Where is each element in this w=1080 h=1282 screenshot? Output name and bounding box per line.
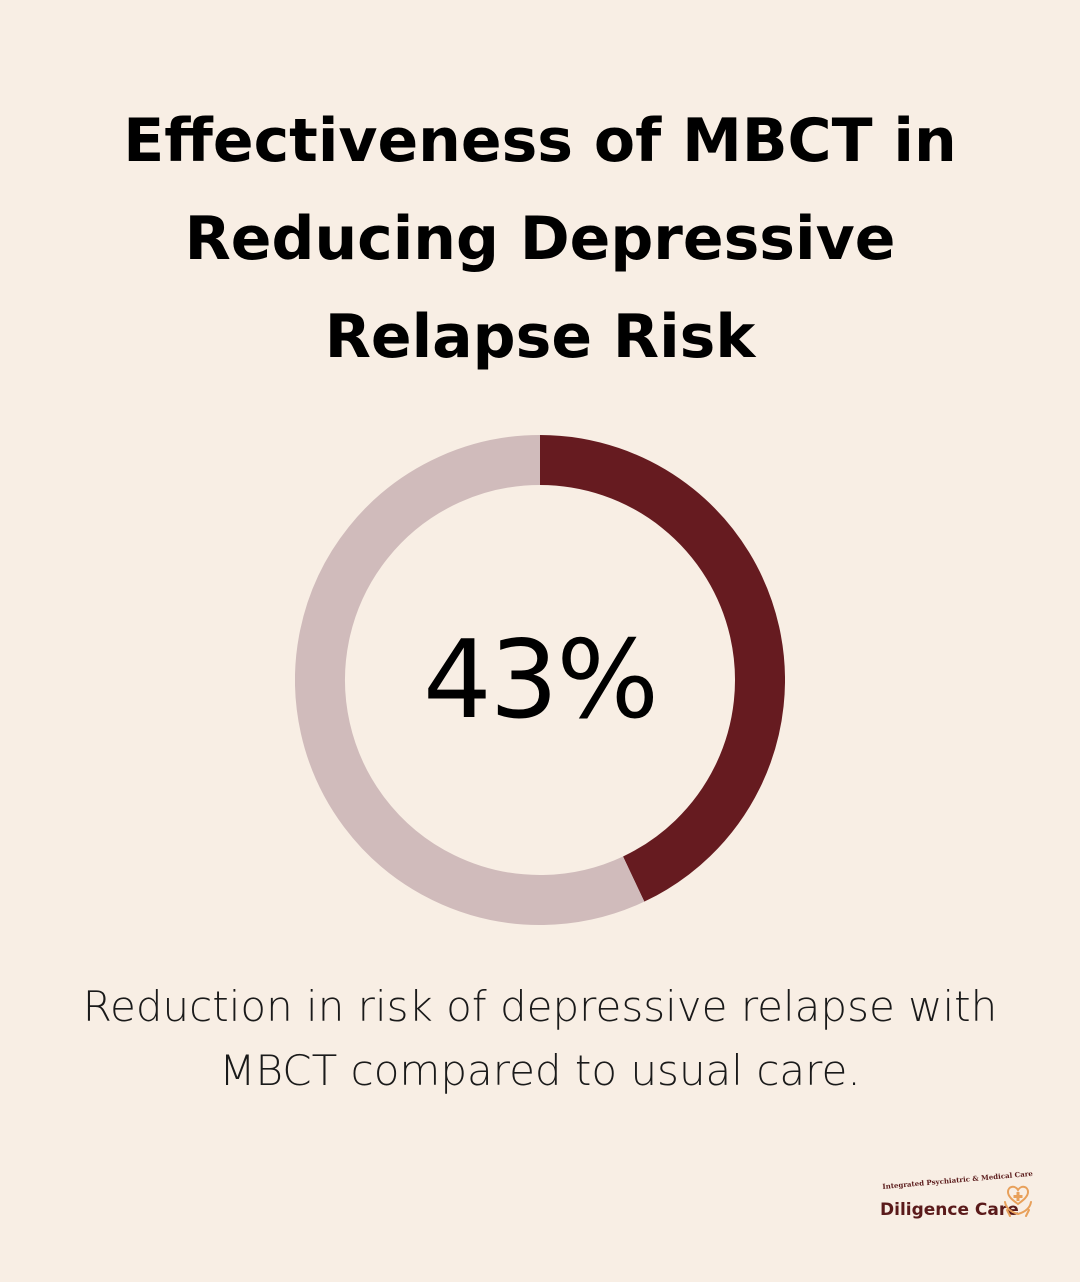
title-line-2: Reducing Depressive: [184, 204, 896, 274]
donut-chart-svg: [295, 435, 785, 925]
caption-line-2: MBCT compared to usual care.: [219, 1046, 861, 1095]
logo-name: Diligence Care: [880, 1200, 1019, 1220]
donut-value-label: 43%: [422, 617, 659, 743]
donut-slice-value: [539, 435, 785, 902]
donut-chart: 43%: [295, 435, 785, 925]
chart-caption: Reduction in risk of depressive relapse …: [40, 975, 1040, 1103]
caption-line-1: Reduction in risk of depressive relapse …: [82, 982, 998, 1031]
brand-logo: Integrated Psychiatric & Medical Care Di…: [878, 1169, 1038, 1228]
heart-hands-icon: [1004, 1185, 1032, 1217]
title-line-1: Effectiveness of MBCT in: [123, 106, 957, 176]
title-line-3: Relapse Risk: [324, 302, 756, 372]
donut-slice-remainder: [295, 435, 645, 925]
page-title: Effectiveness of MBCT in Reducing Depres…: [60, 92, 1020, 386]
